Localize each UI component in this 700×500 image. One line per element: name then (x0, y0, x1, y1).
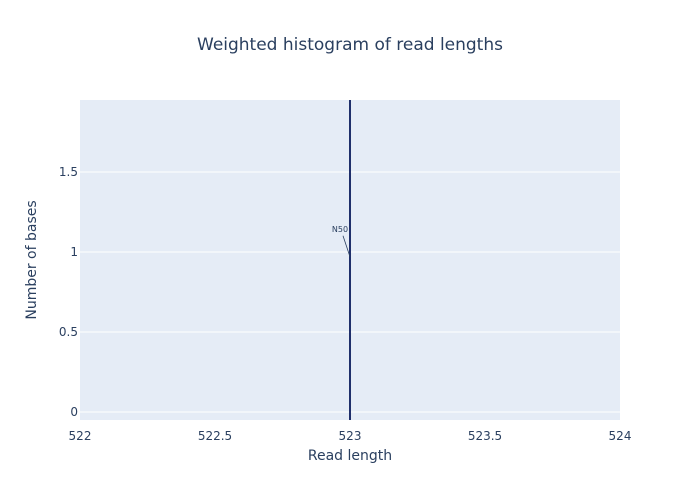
n50-annotation-label: N50 (332, 225, 348, 234)
y-tick-label: 0.5 (59, 325, 78, 339)
x-tick-label: 522.5 (198, 429, 232, 443)
chart-title: Weighted histogram of read lengths (197, 35, 503, 55)
x-axis-title: Read length (308, 448, 392, 464)
n50-annotation: N50 (332, 225, 351, 257)
x-tick-label: 524 (609, 429, 632, 443)
y-tick-labels: 0 0.5 1 1.5 (59, 165, 78, 419)
x-tick-labels: 522 522.5 523 523.5 524 (69, 429, 632, 443)
n50-annotation-arrow (342, 235, 351, 257)
x-tick-label: 523.5 (468, 429, 502, 443)
y-tick-label: 1 (70, 245, 78, 259)
y-tick-label: 0 (70, 405, 78, 419)
y-axis-title: Number of bases (24, 200, 40, 319)
y-tick-label: 1.5 (59, 165, 78, 179)
x-tick-label: 523 (339, 429, 362, 443)
x-tick-label: 522 (69, 429, 92, 443)
